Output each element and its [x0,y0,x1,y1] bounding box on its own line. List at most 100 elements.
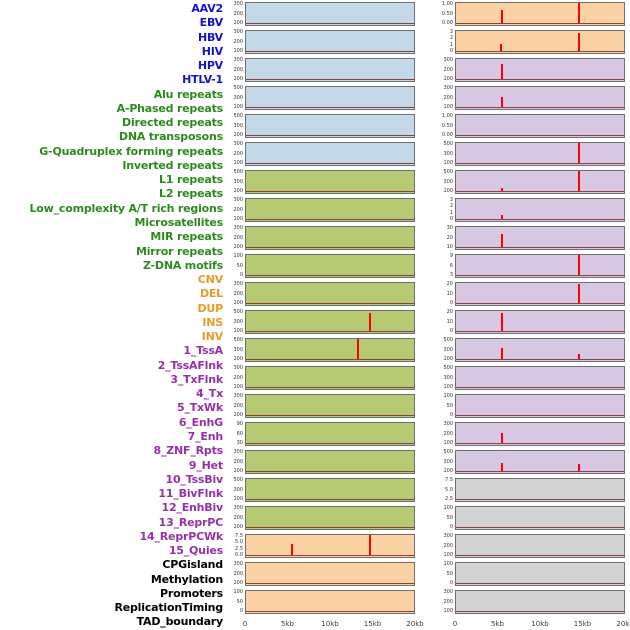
y-tick-label: 7.5 [445,477,453,483]
signal-baseline [246,106,414,108]
track-panel [455,338,625,362]
track-panel [455,114,625,138]
track-row-11-bivflnk: 500 300 100 [436,338,625,366]
y-tick-label: 100 [443,104,453,110]
track-label-7-enh: 7_Enh [187,429,224,443]
y-axis-ticks: 300 200 100 [436,534,455,558]
y-tick-label: 200 [443,542,453,549]
signal-peak [500,187,503,191]
x-tick-label: 0 [242,620,248,628]
track-panel [245,58,415,82]
track-panel [455,422,625,446]
y-tick-label: 100 [443,356,453,362]
signal-baseline [456,386,624,388]
y-tick-label: 500 [233,169,243,175]
y-tick-label: 200 [443,598,453,605]
y-tick-label: 500 [443,141,453,147]
signal-baseline [456,554,624,556]
track-panel [245,366,415,390]
y-tick-label: 30 [446,225,453,231]
signal-baseline [456,358,624,360]
signal-baseline [246,358,414,360]
track-label-directed-repeats: Directed repeats [122,116,223,130]
y-tick-label: 100 [233,20,243,26]
track-label-3-txflnk: 3_TxFlnk [170,372,223,386]
track-row-cpgisland: 7.5 5.0 2.5 [436,478,625,506]
track-row-tad-boundary: 300 200 100 [436,590,625,618]
track-label-htlv-1: HTLV-1 [182,73,223,87]
track-panel [455,394,625,418]
y-axis-ticks: 500 300 100 [226,86,245,110]
y-tick-label: 300 [233,346,243,353]
y-tick-label: 6 [449,262,453,269]
track-label-z-dna-motifs: Z-DNA motifs [142,258,223,272]
track-row-14-reprpcwk: 300 200 100 [436,422,625,450]
signal-baseline [246,134,414,136]
y-tick-label: 100 [233,356,243,362]
signal-baseline [246,218,414,220]
signal-baseline [246,610,414,612]
y-tick-label: 100 [233,160,243,166]
y-axis-ticks: 1.00 0.50 0.00 [436,2,455,26]
y-tick-label: 1.00 [441,113,453,119]
y-tick-label: 30 [236,440,243,446]
signal-baseline [456,526,624,528]
y-tick-label: 300 [443,421,453,427]
y-tick-label: 100 [443,76,453,82]
y-tick-label: 50 [446,402,453,409]
signal-baseline [246,582,414,584]
track-row-8-znf-rpts: 9 6 3 [436,254,625,282]
y-axis-ticks: 1.00 0.50 0.00 [436,114,455,138]
y-axis-ticks: 300 200 100 [226,226,245,250]
y-tick-label: 100 [233,48,243,54]
signal-peak [499,44,502,51]
x-tick-label: 15kb [573,620,592,628]
signal-baseline [246,78,414,80]
track-label-15-quies: 15_Quies [168,544,223,558]
track-row-13-reprpc: 100 50 0 [436,394,625,422]
y-tick-label: 200 [233,514,243,521]
track-panel [245,2,415,26]
signal-baseline [456,414,624,416]
y-tick-label: 500 [233,85,243,91]
track-label-methylation: Methylation [150,572,223,586]
signal-baseline [246,470,414,472]
y-tick-label: 200 [233,570,243,577]
y-tick-label: 100 [443,552,453,558]
track-label-cpgisland: CPGisland [162,558,223,572]
y-axis-ticks: 500 300 100 [226,338,245,362]
signal-baseline [456,442,624,444]
track-panel [455,366,625,390]
track-panel [245,338,415,362]
signal-baseline [246,190,414,192]
track-row-l1-repeats: 500 300 100 [226,338,415,366]
signal-baseline [456,302,624,304]
track-panel [245,254,415,278]
signal-baseline [456,274,624,276]
track-row-ebv: 300 200 100 [226,30,415,58]
y-axis-ticks: 100 50 0 [436,506,455,530]
x-tick-label: 5kb [281,620,294,628]
x-axis: 0 5kb 10kb 15kb 20kb [242,618,424,630]
y-tick-label: 300 [233,122,243,129]
track-label-inv: INV [201,330,223,344]
signal-baseline [456,470,624,472]
y-tick-label: 100 [233,253,243,259]
track-panel [455,226,625,250]
track-row-cnv: 7.5 5.0 2.5 0.0 [226,534,415,562]
track-label-14-reprpcwk: 14_ReprPCWk [139,529,224,543]
track-row-replicationtiming: 100 50 0 [436,562,625,590]
track-panel [455,478,625,502]
x-tick-label: 5kb [491,620,504,628]
track-panel [245,590,415,614]
track-row-10-tssbiv: 20 10 0 [436,310,625,338]
y-tick-label: 300 [233,178,243,185]
y-tick-label: 100 [233,76,243,82]
track-row-hiv: 500 300 100 [226,86,415,114]
y-tick-label: 300 [443,589,453,595]
x-axis: 0 5kb 10kb 15kb 20kb [453,618,630,630]
track-row-3-txflnk: 1.00 0.50 0.00 [436,114,625,142]
y-axis-ticks: 300 200 100 [226,366,245,390]
y-tick-label: 2 [449,203,453,210]
